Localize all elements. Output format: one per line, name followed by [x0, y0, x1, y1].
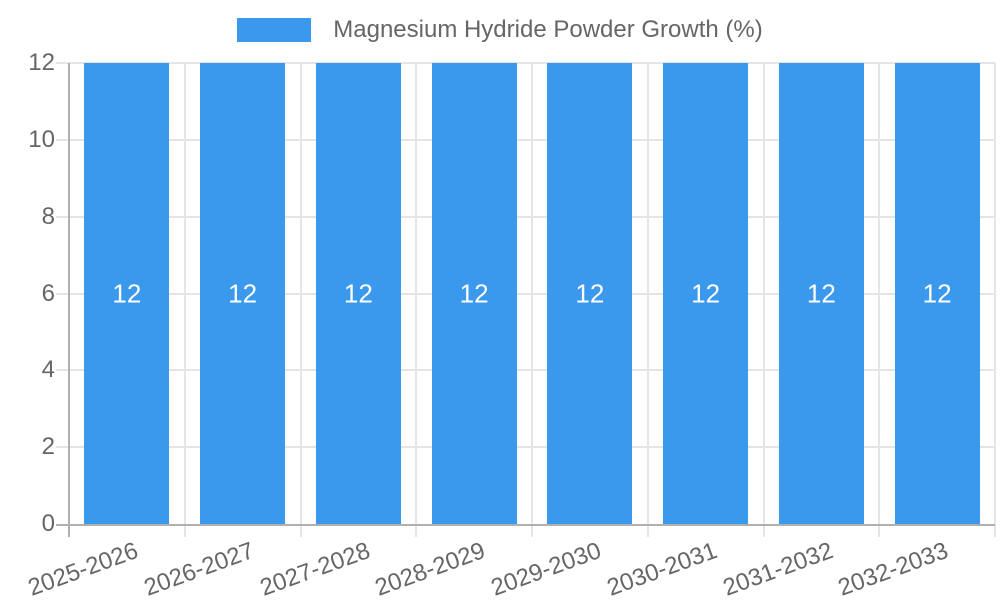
x-axis-line: [56, 524, 995, 526]
bar[interactable]: [200, 63, 286, 524]
y-axis-tick-label: 10: [28, 126, 55, 153]
bar[interactable]: [778, 63, 864, 524]
x-gridline: [647, 63, 649, 537]
x-axis-tick-label: 2027-2028: [256, 537, 374, 600]
chart-legend[interactable]: Magnesium Hydride Powder Growth (%): [0, 16, 1000, 44]
y-gridline: [56, 446, 995, 448]
bar-value-label: 12: [112, 278, 142, 308]
x-axis-tick-label: 2026-2027: [140, 537, 258, 600]
bar-value-label: 12: [343, 278, 373, 308]
y-gridline: [56, 62, 995, 64]
bar[interactable]: [663, 63, 749, 524]
bar-value-label: 12: [806, 278, 836, 308]
y-axis-tick-label: 0: [41, 510, 55, 537]
bar-value-label: 12: [691, 278, 721, 308]
y-axis-tick-label: 12: [28, 49, 55, 76]
x-axis-tick-label: 2030-2031: [603, 537, 721, 600]
y-gridline: [56, 293, 995, 295]
y-gridline: [56, 139, 995, 141]
x-gridline: [878, 63, 880, 537]
y-axis-tick-label: 4: [41, 356, 55, 383]
bar-value-label: 12: [922, 278, 952, 308]
legend-label: Magnesium Hydride Powder Growth (%): [333, 16, 763, 43]
x-axis-tick-label: 2028-2029: [371, 537, 490, 600]
legend-swatch: [237, 18, 312, 42]
y-gridline: [56, 369, 995, 371]
y-axis-tick-label: 6: [41, 280, 55, 307]
x-gridline: [415, 63, 417, 537]
y-gridline: [56, 216, 995, 218]
bar[interactable]: [547, 63, 633, 524]
bar[interactable]: [315, 63, 401, 524]
y-axis-tick-label: 2: [41, 433, 55, 460]
x-axis-tick-label: 2032-2033: [834, 537, 953, 600]
y-axis-line: [68, 63, 70, 537]
bar-value-label: 12: [575, 278, 605, 308]
x-gridline: [994, 63, 996, 537]
x-gridline: [300, 63, 302, 537]
bar[interactable]: [84, 63, 170, 524]
x-axis-tick-label: 2025-2026: [24, 537, 142, 600]
bar[interactable]: [894, 63, 980, 524]
x-axis-tick-label: 2031-2032: [719, 537, 837, 600]
x-gridline: [531, 63, 533, 537]
x-gridline: [763, 63, 765, 537]
x-axis-tick-label: 2029-2030: [487, 537, 605, 600]
x-gridline: [184, 63, 186, 537]
y-axis-tick-label: 8: [41, 203, 55, 230]
bar-value-label: 12: [228, 278, 258, 308]
bar-value-label: 12: [459, 278, 489, 308]
bar[interactable]: [431, 63, 517, 524]
